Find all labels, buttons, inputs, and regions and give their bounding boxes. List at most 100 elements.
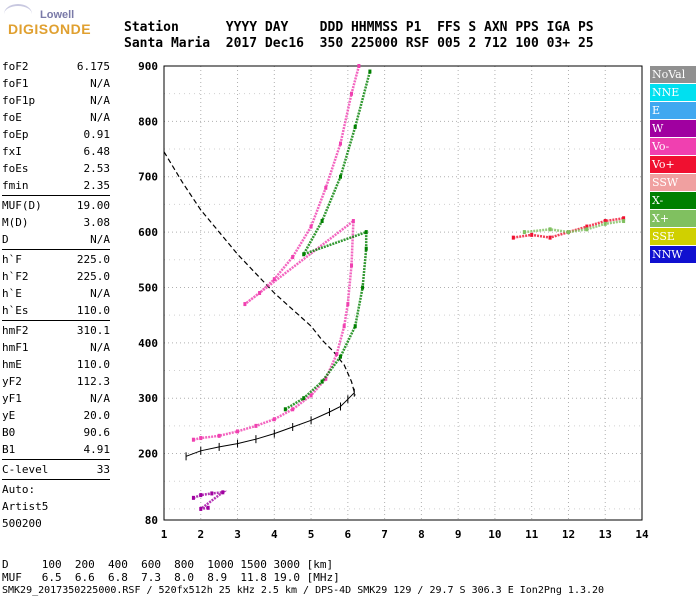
legend-item: NNE (650, 84, 696, 101)
param-label: h`F (2, 253, 22, 266)
trace-line (524, 219, 624, 234)
param-separator (2, 479, 110, 480)
x-tick-label: 10 (488, 528, 501, 541)
param-value: 6.175 (76, 60, 110, 73)
param-row: h`F 225.0 (2, 251, 110, 268)
trace-line (513, 217, 624, 239)
param-value: 310.1 (76, 324, 110, 337)
param-row: hmF2 310.1 (2, 322, 110, 339)
legend-item: NoVal (650, 66, 696, 83)
data-point (324, 376, 328, 381)
data-point (291, 255, 295, 260)
param-value: 33 (96, 463, 110, 476)
param-row: fxI 6.48 (2, 143, 110, 160)
y-tick-label: 600 (138, 226, 158, 239)
param-value: 2.53 (83, 162, 111, 175)
param-label: hmF2 (2, 324, 29, 337)
param-label: D (2, 233, 9, 246)
trace-line (284, 71, 372, 411)
data-point (236, 429, 240, 434)
y-tick-label: 900 (138, 60, 158, 73)
x-tick-label: 6 (345, 528, 352, 541)
param-label: C-level (2, 463, 49, 476)
param-value: 110.0 (76, 304, 110, 317)
param-label: foF2 (2, 60, 29, 73)
data-point (302, 252, 306, 257)
trace-line (193, 65, 361, 441)
param-row: MUF(D) 19.00 (2, 197, 110, 214)
param-row: foF1 N/A (2, 75, 110, 92)
param-row: hmF1 N/A (2, 339, 110, 356)
x-tick-label: 2 (197, 528, 204, 541)
param-value: 19.00 (76, 199, 110, 212)
param-row: M(D) 3.08 (2, 214, 110, 231)
auto-scaling-info: Auto: (2, 483, 36, 496)
param-label: h`E (2, 287, 22, 300)
param-value: 90.6 (83, 426, 111, 439)
param-row: foF1p N/A (2, 92, 110, 109)
param-value: 0.91 (83, 128, 111, 141)
param-label: MUF(D) (2, 199, 42, 212)
param-label: h`F2 (2, 270, 29, 283)
param-row: C-level 33 (2, 461, 110, 478)
param-label: fmin (2, 179, 29, 192)
legend-item: W (650, 120, 696, 137)
data-point (291, 407, 295, 412)
x-tick-label: 9 (455, 528, 462, 541)
param-value: N/A (90, 233, 110, 246)
legend: NoVal NNE E W Vo- Vo+ SSW X- X+ SSE NNW (650, 66, 696, 264)
logo-text-digisonde: DIGISONDE (8, 21, 92, 37)
param-label: foF1 (2, 77, 29, 90)
legend-item: Vo- (650, 138, 696, 155)
param-label: yE (2, 409, 16, 422)
param-label: yF2 (2, 375, 22, 388)
param-label: fxI (2, 145, 22, 158)
param-row: yF2 112.3 (2, 373, 110, 390)
param-row: yF1 N/A (2, 390, 110, 407)
param-value: 4.91 (83, 443, 111, 456)
auto-scaling-info: Artist5 (2, 500, 49, 513)
data-point (217, 433, 221, 438)
param-label: yF1 (2, 392, 22, 405)
data-point (622, 216, 626, 221)
param-value: N/A (90, 77, 110, 90)
distance-muf-table: D 100 200 400 600 800 1000 1500 3000 [km… (2, 558, 340, 584)
logo-text-lowell: Lowell (40, 9, 75, 21)
param-separator (2, 320, 110, 321)
param-value: 110.0 (76, 358, 110, 371)
logo-arc (4, 4, 32, 24)
x-tick-label: 5 (308, 528, 315, 541)
x-tick-label: 8 (418, 528, 425, 541)
data-point (368, 69, 372, 74)
x-tick-label: 4 (271, 528, 278, 541)
param-label: M(D) (2, 216, 29, 229)
param-row: yE 20.0 (2, 407, 110, 424)
legend-item: NNW (650, 246, 696, 263)
legend-item: X+ (650, 210, 696, 227)
data-point (206, 505, 210, 510)
plot-frame (163, 65, 643, 521)
param-row: foEs 2.53 (2, 160, 110, 177)
trace-line (192, 490, 228, 511)
legend-item: E (650, 102, 696, 119)
legend-item: Vo+ (650, 156, 696, 173)
data-point (364, 230, 368, 235)
x-tick-label: 7 (381, 528, 388, 541)
parameter-panel: foF2 6.175 foF1 N/A foF1p N/A foE N/A foEp 0.91 fx… (2, 58, 110, 532)
param-row: foF2 6.175 (2, 58, 110, 75)
param-row: B0 90.6 (2, 424, 110, 441)
y-tick-label: 300 (138, 392, 158, 405)
param-value: 112.3 (76, 375, 110, 388)
param-row: h`Es 110.0 (2, 302, 110, 319)
param-value: N/A (90, 94, 110, 107)
param-label: hmE (2, 358, 22, 371)
param-label: h`Es (2, 304, 29, 317)
legend-item: SSE (650, 228, 696, 245)
param-label: foE (2, 111, 22, 124)
header-row-2: Santa Maria 2017 Dec16 350 225000 RSF 00… (124, 36, 594, 51)
param-value: N/A (90, 392, 110, 405)
param-value: N/A (90, 287, 110, 300)
muf-curve (163, 151, 356, 396)
y-tick-label: 400 (138, 337, 158, 350)
